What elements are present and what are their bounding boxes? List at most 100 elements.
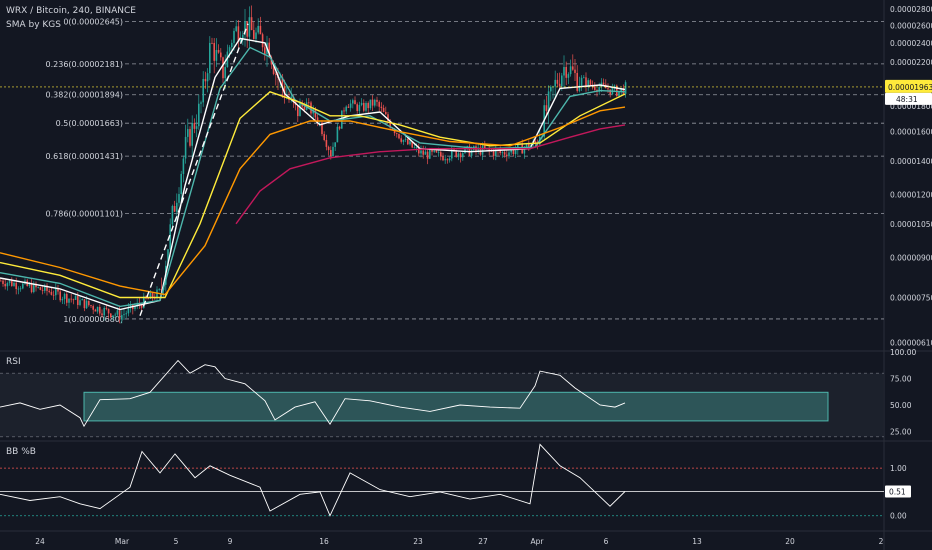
candle-body bbox=[448, 158, 451, 161]
candle bbox=[92, 304, 94, 315]
candle bbox=[204, 71, 207, 89]
candle-body bbox=[50, 291, 53, 295]
candle bbox=[239, 31, 242, 44]
candle-body bbox=[422, 150, 424, 155]
candle bbox=[99, 304, 101, 316]
candle bbox=[338, 125, 341, 131]
time-tick-label: 9 bbox=[228, 537, 233, 546]
candle-body bbox=[48, 290, 50, 292]
candle bbox=[237, 20, 240, 48]
candle bbox=[418, 143, 420, 157]
candle-body bbox=[585, 77, 587, 87]
candle bbox=[114, 312, 116, 319]
candle bbox=[90, 304, 92, 309]
candle-body bbox=[39, 287, 42, 290]
candle bbox=[79, 295, 81, 307]
candle bbox=[8, 280, 11, 286]
candle bbox=[121, 310, 123, 324]
candle bbox=[316, 113, 319, 127]
candle bbox=[242, 30, 244, 46]
candle-body bbox=[70, 298, 72, 300]
candle bbox=[253, 22, 255, 40]
fib-level-label: 0(0.00002645) bbox=[63, 18, 123, 27]
candle-body bbox=[481, 145, 484, 155]
candle-body bbox=[415, 147, 418, 148]
candle-body bbox=[116, 310, 119, 315]
current-price-value: 0.00001963 bbox=[888, 83, 932, 92]
candle-body bbox=[618, 91, 620, 96]
candle bbox=[371, 95, 374, 112]
candle bbox=[4, 279, 6, 290]
candle-body bbox=[409, 141, 411, 145]
candle bbox=[215, 38, 218, 67]
candle-body bbox=[602, 82, 605, 85]
candle bbox=[334, 142, 336, 151]
candle-body bbox=[211, 42, 213, 44]
candle-body bbox=[583, 77, 585, 79]
candle bbox=[459, 152, 462, 163]
candle bbox=[479, 143, 482, 157]
candle bbox=[37, 286, 39, 289]
candle-body bbox=[360, 102, 363, 105]
candle-body bbox=[72, 299, 75, 301]
candle bbox=[327, 145, 330, 156]
rsi-tick-label: 100.00 bbox=[890, 348, 916, 357]
current-price-tag bbox=[885, 79, 932, 93]
candle-body bbox=[222, 57, 224, 79]
candle-body bbox=[569, 66, 572, 75]
candle-body bbox=[44, 285, 46, 291]
candle-body bbox=[33, 283, 35, 293]
candle bbox=[264, 43, 266, 61]
candle-body bbox=[501, 152, 504, 154]
candle bbox=[246, 21, 248, 49]
candle-body bbox=[272, 64, 275, 74]
candle bbox=[585, 72, 587, 92]
bb-tick-label: 1.00 bbox=[890, 464, 907, 473]
rsi-tick-label: 50.00 bbox=[890, 401, 912, 410]
candle bbox=[569, 59, 572, 77]
candle-body bbox=[334, 142, 336, 147]
candle-body bbox=[83, 299, 86, 309]
candle bbox=[616, 84, 618, 97]
time-tick-label: Apr bbox=[531, 537, 545, 546]
candle-body bbox=[178, 194, 180, 203]
candle-body bbox=[28, 283, 31, 286]
candle-body bbox=[321, 122, 323, 135]
candle bbox=[211, 37, 213, 45]
candle bbox=[556, 73, 559, 87]
candle-body bbox=[457, 153, 460, 157]
candle-body bbox=[325, 140, 328, 147]
candle-body bbox=[431, 149, 433, 152]
candle bbox=[321, 120, 323, 137]
candle-body bbox=[19, 288, 22, 290]
candle-body bbox=[118, 310, 121, 320]
price-tick-label: 0.00001050 bbox=[890, 220, 932, 229]
bb-pane-title: BB %B bbox=[6, 447, 36, 457]
candle-body bbox=[369, 99, 372, 109]
candle bbox=[13, 280, 15, 287]
candle bbox=[6, 281, 9, 291]
candle-body bbox=[464, 147, 466, 154]
candle-body bbox=[528, 143, 530, 148]
candle-body bbox=[567, 74, 570, 78]
candle-body bbox=[440, 152, 442, 157]
candle bbox=[198, 94, 200, 130]
fib-level-label: 0.236(0.00002181) bbox=[46, 60, 124, 69]
time-tick-label: 5 bbox=[174, 537, 179, 546]
candle-body bbox=[411, 141, 413, 148]
candle bbox=[259, 16, 262, 35]
candle bbox=[501, 151, 504, 158]
bb-line bbox=[0, 443, 626, 517]
candle bbox=[63, 292, 66, 305]
candle-body bbox=[149, 292, 152, 299]
candle-body bbox=[336, 126, 339, 143]
candle-body bbox=[561, 75, 563, 87]
candle-body bbox=[580, 77, 583, 86]
candle-body bbox=[451, 149, 453, 159]
candle bbox=[220, 48, 222, 61]
candle-body bbox=[303, 106, 306, 111]
candle-body bbox=[446, 159, 449, 161]
candle-body bbox=[250, 17, 253, 31]
candle bbox=[107, 308, 110, 319]
